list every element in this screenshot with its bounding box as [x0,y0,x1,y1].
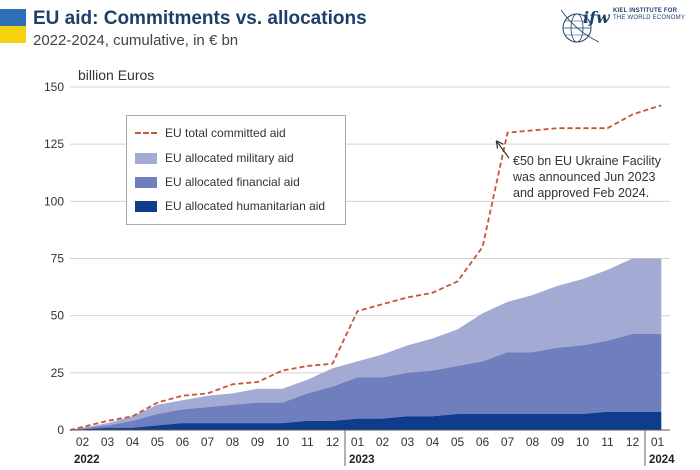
legend-swatch-financial [135,176,157,188]
x-tick-label: 08 [526,435,540,449]
legend-swatch-committed [135,132,157,134]
ukraine-flag-icon [0,9,26,43]
annotation-text: €50 bn EU Ukraine Facility was announced… [513,153,661,201]
x-tick-label: 12 [626,435,640,449]
y-tick-label: 50 [51,309,65,323]
legend-item-military: EU allocated military aid [135,149,294,167]
legend-swatch-humanitarian [135,200,157,212]
x-tick-label: 07 [501,435,515,449]
x-tick-label: 12 [326,435,340,449]
year-label: 2022 [74,454,100,466]
x-tick-label: 11 [301,435,314,449]
x-tick-label: 05 [151,435,165,449]
legend-swatch-military [135,152,157,164]
legend-label-military: EU allocated military aid [165,151,294,165]
chart-title: EU aid: Commitments vs. allocations [33,8,367,29]
x-tick-label: 06 [176,435,190,449]
logo-line-1: KIEL INSTITUTE FOR [613,8,678,14]
y-tick-label: 150 [44,80,64,94]
x-tick-label: 02 [76,435,90,449]
y-tick-label: 25 [51,366,65,380]
area-humanitarian [70,411,662,430]
x-tick-label: 05 [451,435,465,449]
y-tick-label: 100 [44,194,64,208]
x-tick-label: 02 [376,435,390,449]
y-tick-label: 0 [57,423,64,437]
x-tick-label: 09 [251,435,265,449]
x-tick-label: 07 [201,435,215,449]
year-label: 2024 [649,454,675,466]
flag-yellow-stripe [0,26,26,43]
area-military [70,258,662,430]
chart-subtitle: 2022-2024, cumulative, in € bn [33,32,239,49]
x-tick-label: 11 [601,435,614,449]
chart-legend: EU total committed aid EU allocated mili… [126,115,346,225]
legend-item-committed: EU total committed aid [135,124,286,142]
annotation-line-1: €50 bn EU Ukraine Facility [513,154,661,168]
x-tick-label: 08 [226,435,240,449]
y-tick-label: 75 [51,252,65,266]
flag-blue-stripe [0,9,26,26]
annotation-arrowhead-icon [495,140,504,149]
globe-icon [560,9,600,43]
x-tick-label: 06 [476,435,490,449]
kiel-globe-logo-icon: ifw KIEL INSTITUTE FOR THE WORLD ECONOMY [555,2,690,50]
legend-label-humanitarian: EU allocated humanitarian aid [165,199,326,213]
x-tick-label: 09 [551,435,565,449]
annotation-arrow [495,140,510,159]
area-financial [70,334,662,430]
x-tick-label: 10 [276,435,290,449]
x-tick-label: 10 [576,435,590,449]
annotation-line-2: was announced Jun 2023 [513,170,656,184]
y-axis-label: billion Euros [78,67,155,83]
legend-label-financial: EU allocated financial aid [165,175,300,189]
year-label: 2023 [349,454,375,466]
legend-label-committed: EU total committed aid [165,126,286,140]
logo-ifw-mark: ifw [583,8,610,27]
annotation-line-3: and approved Feb 2024. [513,186,650,200]
x-tick-label: 03 [401,435,415,449]
x-tick-label: 01 [651,435,665,449]
legend-item-humanitarian: EU allocated humanitarian aid [135,197,325,215]
x-tick-label: 03 [101,435,115,449]
line-committed [69,104,662,431]
x-tick-label: 01 [351,435,365,449]
y-tick-label: 125 [44,137,64,151]
x-tick-label: 04 [126,435,140,449]
x-tick-label: 04 [426,435,440,449]
logo-line-2: THE WORLD ECONOMY [613,15,686,21]
legend-item-financial: EU allocated financial aid [135,173,300,191]
